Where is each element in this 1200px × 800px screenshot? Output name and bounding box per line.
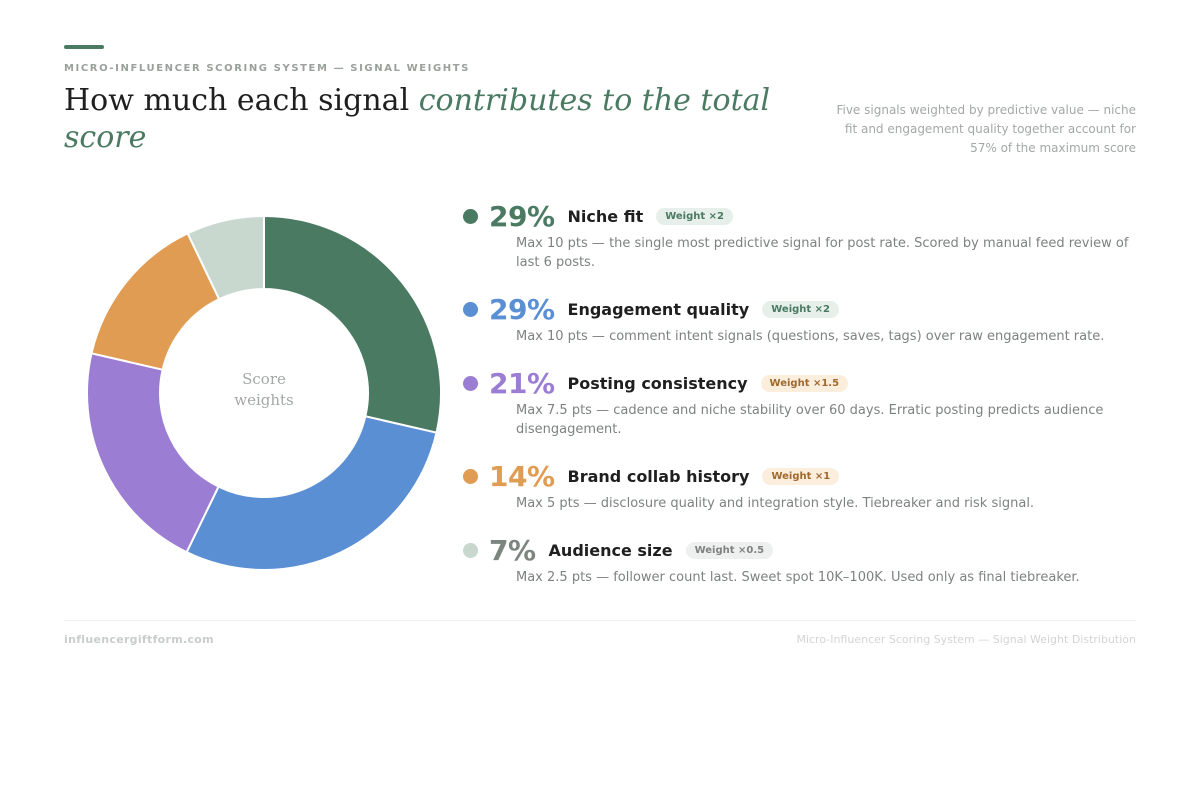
donut-slice-niche-fit [263, 214, 442, 434]
signal-name: Audience size [548, 540, 673, 560]
donut-slice-engagement-quality [185, 415, 438, 571]
title-emphasis: contributes to the total score [64, 83, 771, 155]
title-plain: How much each signal [64, 83, 419, 118]
signal-percent: 7% [489, 533, 536, 567]
page-title: How much each signal contributes to the … [64, 82, 824, 156]
signal-row: 29% Niche fit Weight ×2 [462, 198, 1142, 234]
donut-slice-posting-consistency [86, 352, 220, 554]
signal-description: Max 5 pts — disclosure quality and integ… [516, 496, 1035, 511]
signal-percent: 14% [489, 459, 555, 493]
signal-name: Brand collab history [567, 466, 750, 486]
signal-weight-badge: Weight ×2 [656, 207, 733, 225]
footer-site: influencergiftform.com [64, 633, 214, 646]
signal-percent: 29% [489, 199, 555, 233]
donut-slices [86, 214, 442, 571]
signal-percent: 29% [489, 292, 555, 326]
signal-item: 29% Niche fit Weight ×2 Max 10 pts — the si… [462, 198, 1142, 272]
accent-bar [64, 45, 104, 49]
signal-name: Niche fit [567, 206, 644, 226]
signal-description: Max 2.5 pts — follower count last. Sweet… [516, 570, 1080, 585]
donut-center-label-line1: Score [242, 370, 286, 388]
signal-weight-badge: Weight ×1.5 [760, 374, 849, 392]
donut-chart: Score weights [86, 214, 442, 571]
signal-row: 7% Audience size Weight ×0.5 [462, 532, 1142, 568]
eyebrow-label: MICRO-INFLUENCER SCORING SYSTEM — SIGNAL… [64, 63, 470, 74]
donut-slice-audience-size [186, 214, 265, 301]
signal-weight-badge: Weight ×2 [762, 300, 839, 318]
signal-row: 29% Engagement quality Weight ×2 [462, 291, 1142, 327]
signal-weight-badge: Weight ×1 [762, 467, 840, 485]
signal-color-dot [463, 468, 478, 484]
signal-description: Max 10 pts — the single most predictive … [516, 236, 1129, 270]
signal-color-dot [463, 208, 478, 224]
signal-row: 21% Posting consistency Weight ×1.5 [462, 365, 1142, 401]
signal-name: Posting consistency [567, 373, 748, 393]
signal-item: 29% Engagement quality Weight ×2 Max 10 pts… [462, 291, 1142, 346]
signal-row: 14% Brand collab history Weight ×1 [462, 458, 1142, 494]
signal-item: 14% Brand collab history Weight ×1 Max 5 pt… [462, 458, 1142, 513]
donut-center-label-line2: weights [234, 391, 294, 409]
signal-item: 7% Audience size Weight ×0.5 Max 2.5 pts — … [462, 532, 1142, 587]
signal-color-dot [463, 301, 478, 317]
signal-color-dot [463, 375, 478, 391]
signal-legend: 29% Niche fit Weight ×2 Max 10 pts — the si… [462, 198, 1142, 606]
footer-caption: Micro-Influencer Scoring System — Signal… [796, 633, 1136, 646]
signal-percent: 21% [489, 366, 555, 400]
footer-divider [64, 620, 1136, 621]
signal-item: 21% Posting consistency Weight ×1.5 Max 7.5… [462, 365, 1142, 439]
page-subtitle: Five signals weighted by predictive valu… [836, 103, 1136, 155]
signal-description: Max 10 pts — comment intent signals (que… [516, 329, 1105, 344]
signal-color-dot [463, 542, 478, 558]
signal-description: Max 7.5 pts — cadence and niche stabilit… [516, 403, 1104, 437]
signal-weight-badge: Weight ×0.5 [685, 541, 774, 559]
signal-name: Engagement quality [567, 299, 750, 319]
